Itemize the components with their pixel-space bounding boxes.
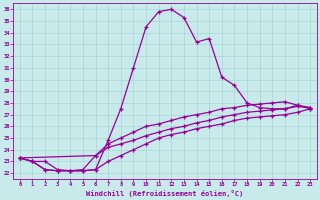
X-axis label: Windchill (Refroidissement éolien,°C): Windchill (Refroidissement éolien,°C) <box>86 190 244 197</box>
